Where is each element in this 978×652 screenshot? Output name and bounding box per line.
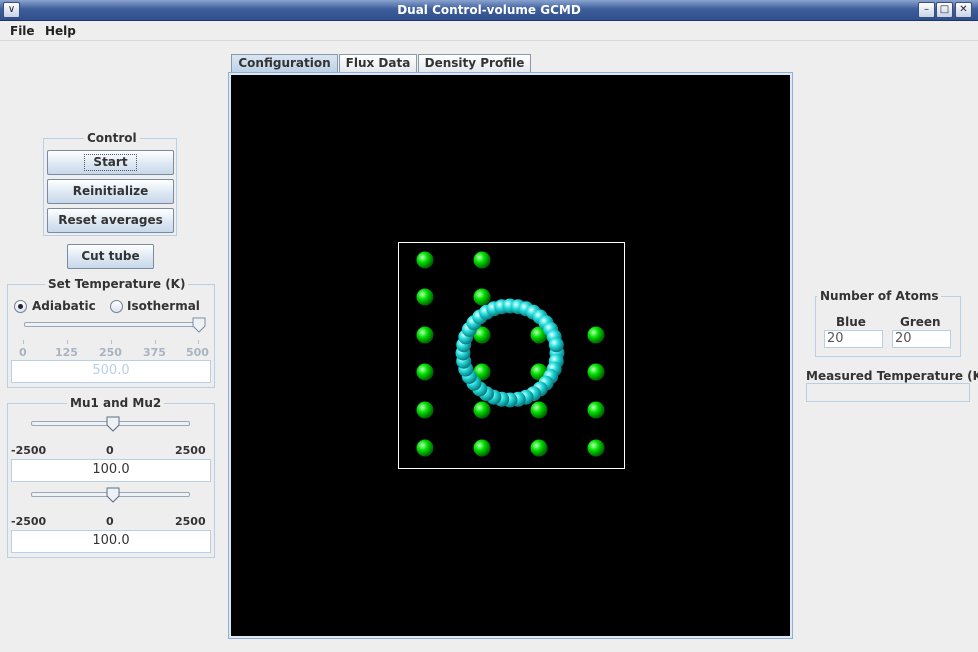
mu2-tick-label: 2500 (175, 515, 206, 528)
green-atom (530, 401, 548, 419)
green-atom (416, 326, 434, 344)
mu2-slider-thumb[interactable] (106, 487, 120, 503)
title-bar: ∨ Dual Control-volume GCMD – □ ✕ (0, 0, 978, 21)
mu2-tick-label: -2500 (11, 515, 47, 528)
close-icon[interactable]: ✕ (955, 2, 972, 18)
configuration-canvas[interactable] (231, 75, 790, 636)
isothermal-radio[interactable] (110, 300, 123, 313)
menu-file[interactable]: File (10, 24, 35, 38)
adiabatic-label: Adiabatic (32, 299, 96, 313)
tab-content-panel (228, 72, 793, 639)
green-atom (587, 326, 605, 344)
blue-count-field: 20 (824, 330, 883, 348)
green-atom (416, 363, 434, 381)
nanotube (455, 298, 565, 408)
tick-mark (23, 340, 24, 344)
blue-label: Blue (836, 315, 866, 329)
green-atom (587, 401, 605, 419)
tick-mark (155, 340, 156, 344)
mu2-tick-label: 0 (106, 515, 114, 528)
tick-mark (67, 340, 68, 344)
simulation-box (398, 242, 625, 469)
temperature-panel-title: Set Temperature (K) (45, 277, 189, 291)
green-atom (530, 326, 548, 344)
tick-mark (111, 340, 112, 344)
temperature-value-field[interactable]: 500.0 (11, 360, 211, 383)
green-atom (473, 288, 491, 306)
window-menu-icon[interactable]: ∨ (3, 2, 20, 18)
atoms-panel-title: Number of Atoms (817, 289, 942, 303)
green-atom (473, 439, 491, 457)
start-button-label: Start (84, 154, 137, 171)
measured-temperature-field (806, 383, 970, 402)
green-atom (473, 363, 491, 381)
temperature-tick-label: 250 (99, 346, 122, 359)
temperature-tick-label: 0 (19, 346, 27, 359)
tab-density-profile[interactable]: Density Profile (418, 54, 531, 73)
temperature-tick-label: 375 (143, 346, 166, 359)
mu-panel-title: Mu1 and Mu2 (67, 396, 165, 410)
green-atom (416, 251, 434, 269)
green-atom (587, 439, 605, 457)
green-atom (473, 251, 491, 269)
green-label: Green (900, 315, 941, 329)
mu1-tick-label: 2500 (175, 444, 206, 457)
tab-configuration[interactable]: Configuration (231, 54, 338, 74)
mu2-value-field[interactable]: 100.0 (11, 530, 211, 553)
temperature-tick-label: 500 (186, 346, 209, 359)
control-panel-title: Control (84, 131, 140, 145)
mu1-tick-label: 0 (106, 444, 114, 457)
minimize-icon[interactable]: – (918, 2, 935, 18)
temperature-slider-track[interactable] (24, 322, 204, 327)
green-atom (473, 401, 491, 419)
adiabatic-radio[interactable] (14, 300, 27, 313)
menu-help[interactable]: Help (45, 24, 76, 38)
green-atom (473, 326, 491, 344)
radio-selected-dot (18, 304, 23, 309)
tube-atom (548, 337, 564, 353)
green-atom (416, 439, 434, 457)
isothermal-label: Isothermal (127, 299, 200, 313)
reset-averages-button[interactable]: Reset averages (47, 208, 174, 233)
green-atom (587, 363, 605, 381)
green-atom (416, 288, 434, 306)
green-atoms (416, 251, 605, 457)
tab-flux-data[interactable]: Flux Data (339, 54, 417, 73)
measured-temperature-label: Measured Temperature (K) (806, 369, 978, 383)
green-atom (416, 401, 434, 419)
start-button[interactable]: Start (47, 150, 174, 175)
menu-bar: File Help (0, 21, 978, 41)
mu1-slider-thumb[interactable] (106, 416, 120, 432)
window-title: Dual Control-volume GCMD (397, 3, 581, 17)
temperature-tick-label: 125 (55, 346, 78, 359)
tick-mark (198, 340, 199, 344)
temperature-slider-thumb[interactable] (192, 317, 206, 333)
mu1-tick-label: -2500 (11, 444, 47, 457)
mu1-value-field[interactable]: 100.0 (11, 459, 211, 482)
reinitialize-button[interactable]: Reinitialize (47, 179, 174, 204)
cut-tube-button[interactable]: Cut tube (67, 244, 154, 269)
configuration-view (398, 242, 625, 469)
maximize-icon[interactable]: □ (936, 2, 953, 18)
green-count-field: 20 (892, 330, 951, 348)
green-atom (530, 439, 548, 457)
